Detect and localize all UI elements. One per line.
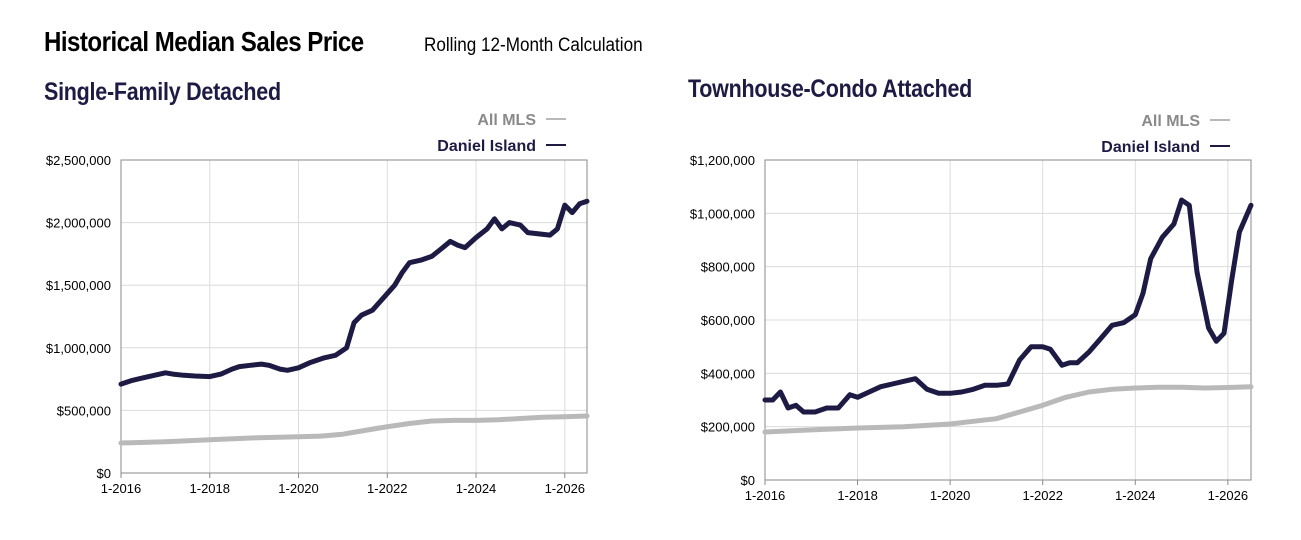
y-tick-label: $1,500,000	[46, 278, 111, 293]
series-line-all-mls	[762, 384, 1254, 435]
series-line-daniel-island	[762, 197, 1254, 415]
y-tick-label: $500,000	[57, 403, 111, 418]
page-subtitle: Rolling 12-Month Calculation	[424, 35, 643, 56]
x-tick-label: 1-2018	[837, 488, 877, 503]
chart-title-single-family: Single-Family Detached	[44, 78, 281, 106]
x-tick-label: 1-2018	[190, 481, 230, 496]
x-tick-label: 1-2020	[930, 488, 970, 503]
y-tick-label: $2,000,000	[46, 216, 111, 231]
y-tick-label: $600,000	[701, 313, 755, 328]
page-title: Historical Median Sales Price	[44, 26, 364, 57]
x-tick-label: 1-2026	[545, 481, 585, 496]
y-tick-label: $1,000,000	[46, 341, 111, 356]
chart-0: $0 $500,000 $1,000,000 $1,500,000 $2,000,000…	[46, 112, 590, 496]
series-line-daniel-island	[118, 198, 590, 387]
y-tick-label: $400,000	[701, 366, 755, 381]
y-tick-label: $2,500,000	[46, 153, 111, 168]
x-tick-label: 1-2020	[278, 481, 318, 496]
chart-title-townhouse-condo: Townhouse-Condo Attached	[688, 75, 973, 103]
x-tick-label: 1-2024	[1115, 488, 1155, 503]
y-tick-label: $200,000	[701, 420, 755, 435]
x-tick-label: 1-2022	[1022, 488, 1062, 503]
legend-label-daniel-island: Daniel Island	[437, 138, 536, 155]
x-tick-label: 1-2026	[1208, 488, 1248, 503]
plot-frame	[764, 159, 1252, 481]
legend-label-all-mls: All MLS	[477, 112, 536, 129]
x-tick-label: 1-2016	[101, 481, 141, 496]
plot-frame	[120, 159, 588, 474]
y-tick-label: $0	[741, 473, 755, 488]
chart-1: $0 $200,000 $400,000 $600,000 $800,000 $1,000…	[690, 113, 1254, 503]
y-tick-label: $800,000	[701, 260, 755, 275]
x-tick-label: 1-2016	[745, 488, 785, 503]
y-tick-label: $0	[97, 466, 111, 481]
y-tick-label: $1,200,000	[690, 153, 755, 168]
series-line-all-mls	[118, 413, 590, 446]
y-tick-label: $1,000,000	[690, 206, 755, 221]
x-tick-label: 1-2024	[456, 481, 496, 496]
x-tick-label: 1-2022	[367, 481, 407, 496]
legend-label-daniel-island: Daniel Island	[1101, 139, 1200, 156]
legend-label-all-mls: All MLS	[1141, 113, 1200, 130]
